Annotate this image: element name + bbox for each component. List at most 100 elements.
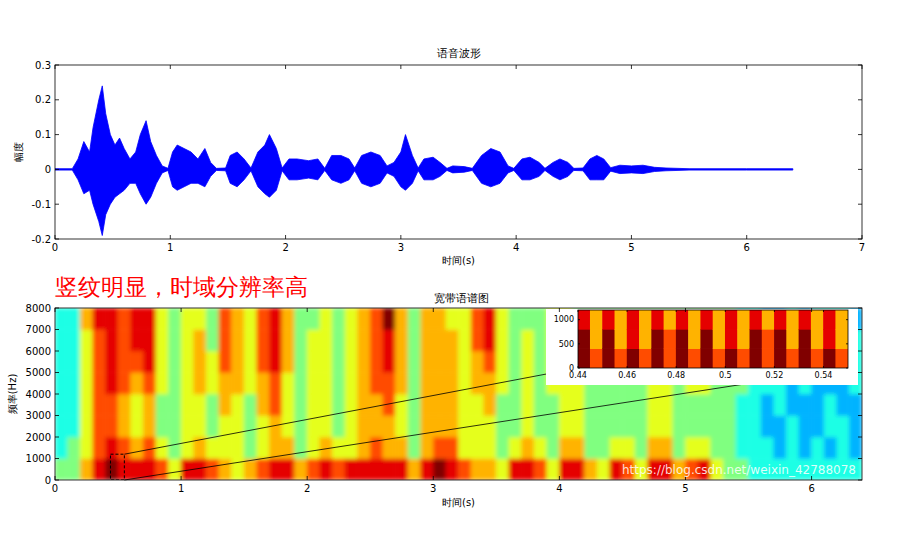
heat-cell: [105, 351, 118, 373]
heat-cell: [345, 308, 358, 330]
y-tick-label: 0: [45, 164, 51, 175]
y-tick: [55, 372, 59, 373]
heat-cell: [597, 415, 610, 437]
heat-cell: [294, 394, 307, 416]
heat-cell: [395, 437, 408, 459]
heat-cell: [345, 415, 358, 437]
heat-cell: [534, 394, 547, 416]
y-tick: [858, 204, 862, 205]
y-tick: [858, 458, 862, 459]
heat-cell: [332, 351, 345, 373]
heat-cell: [823, 329, 836, 349]
heat-cell: [80, 437, 93, 459]
heat-cell: [458, 437, 471, 459]
x-tick: [55, 65, 56, 69]
heat-cell: [383, 372, 396, 394]
heat-cell: [849, 394, 862, 416]
heat-cell: [256, 351, 269, 373]
heat-cell: [622, 394, 635, 416]
heat-cell: [786, 329, 799, 351]
heat-cell: [269, 351, 282, 373]
heat-cell: [130, 437, 143, 459]
heat-cell: [496, 415, 509, 437]
x-tick-label: 0.52: [765, 371, 783, 380]
heat-cell: [256, 308, 269, 330]
heat-cell: [118, 394, 131, 416]
heat-cell: [307, 351, 320, 373]
heat-cell: [294, 415, 307, 437]
heat-cell: [836, 394, 849, 416]
x-tick-label: 0.5: [719, 371, 732, 380]
heat-cell: [156, 372, 169, 394]
heat-cell: [370, 372, 383, 394]
heat-cell: [370, 308, 383, 330]
heat-cell: [282, 394, 295, 416]
heat-cell: [105, 308, 118, 330]
heat-cell: [627, 310, 640, 330]
heat-cell: [219, 394, 232, 416]
heat-cell: [521, 394, 534, 416]
heat-cell: [118, 351, 131, 373]
heat-cell: [282, 329, 295, 351]
heat-cell: [664, 329, 677, 349]
heat-cell: [736, 437, 749, 459]
heat-cell: [357, 458, 370, 480]
heat-cell: [534, 458, 547, 480]
x-tick-label: 4: [556, 483, 562, 494]
heat-cell: [332, 458, 345, 480]
heat-cell: [737, 329, 750, 349]
heat-cell: [685, 437, 698, 459]
heat-cell: [294, 351, 307, 373]
heat-cell: [786, 310, 799, 330]
heat-cell: [688, 310, 701, 330]
heat-cell: [811, 437, 824, 459]
x-tick: [55, 476, 56, 480]
y-tick: [858, 169, 862, 170]
x-tick: [285, 235, 286, 239]
heat-cell: [67, 308, 80, 330]
frame: [55, 308, 862, 480]
heat-cell: [319, 329, 332, 351]
x-tick: [285, 65, 286, 69]
heat-cell: [408, 458, 421, 480]
heat-cell: [811, 308, 824, 330]
connector: [124, 368, 578, 454]
heat-cell: [572, 415, 585, 437]
heat-cell: [688, 348, 701, 368]
heat-cell: [269, 329, 282, 351]
heat-cell: [307, 372, 320, 394]
heat-cell: [357, 437, 370, 459]
y-tick: [55, 169, 59, 170]
heat-cell: [143, 372, 156, 394]
heat-cell: [307, 458, 320, 480]
heat-cell: [231, 372, 244, 394]
heat-cell: [181, 372, 194, 394]
heat-cell: [761, 308, 774, 330]
heat-cell: [534, 329, 547, 351]
x-tick-label: 3: [430, 483, 436, 494]
y-tick: [846, 368, 848, 369]
y-tick: [55, 239, 59, 240]
heat-cell: [748, 394, 761, 416]
heat-cell: [307, 394, 320, 416]
heat-cell: [294, 308, 307, 330]
heat-cell: [836, 415, 849, 437]
heat-cell: [80, 372, 93, 394]
y-tick: [55, 351, 59, 352]
heat-cell: [660, 415, 673, 437]
heat-cell: [685, 394, 698, 416]
heat-cell: [156, 329, 169, 351]
heat-cell: [710, 437, 723, 459]
y-tick: [55, 437, 59, 438]
heat-cell: [294, 329, 307, 351]
plot-background: [55, 65, 862, 239]
heat-cell: [713, 310, 726, 330]
heat-cell: [811, 348, 824, 368]
heat-cell: [130, 372, 143, 394]
heat-cell: [597, 437, 610, 459]
heat-cell: [269, 372, 282, 394]
heat-cell: [521, 437, 534, 459]
heat-cell: [761, 394, 774, 416]
heat-cell: [773, 415, 786, 437]
heat-cell: [319, 308, 332, 330]
